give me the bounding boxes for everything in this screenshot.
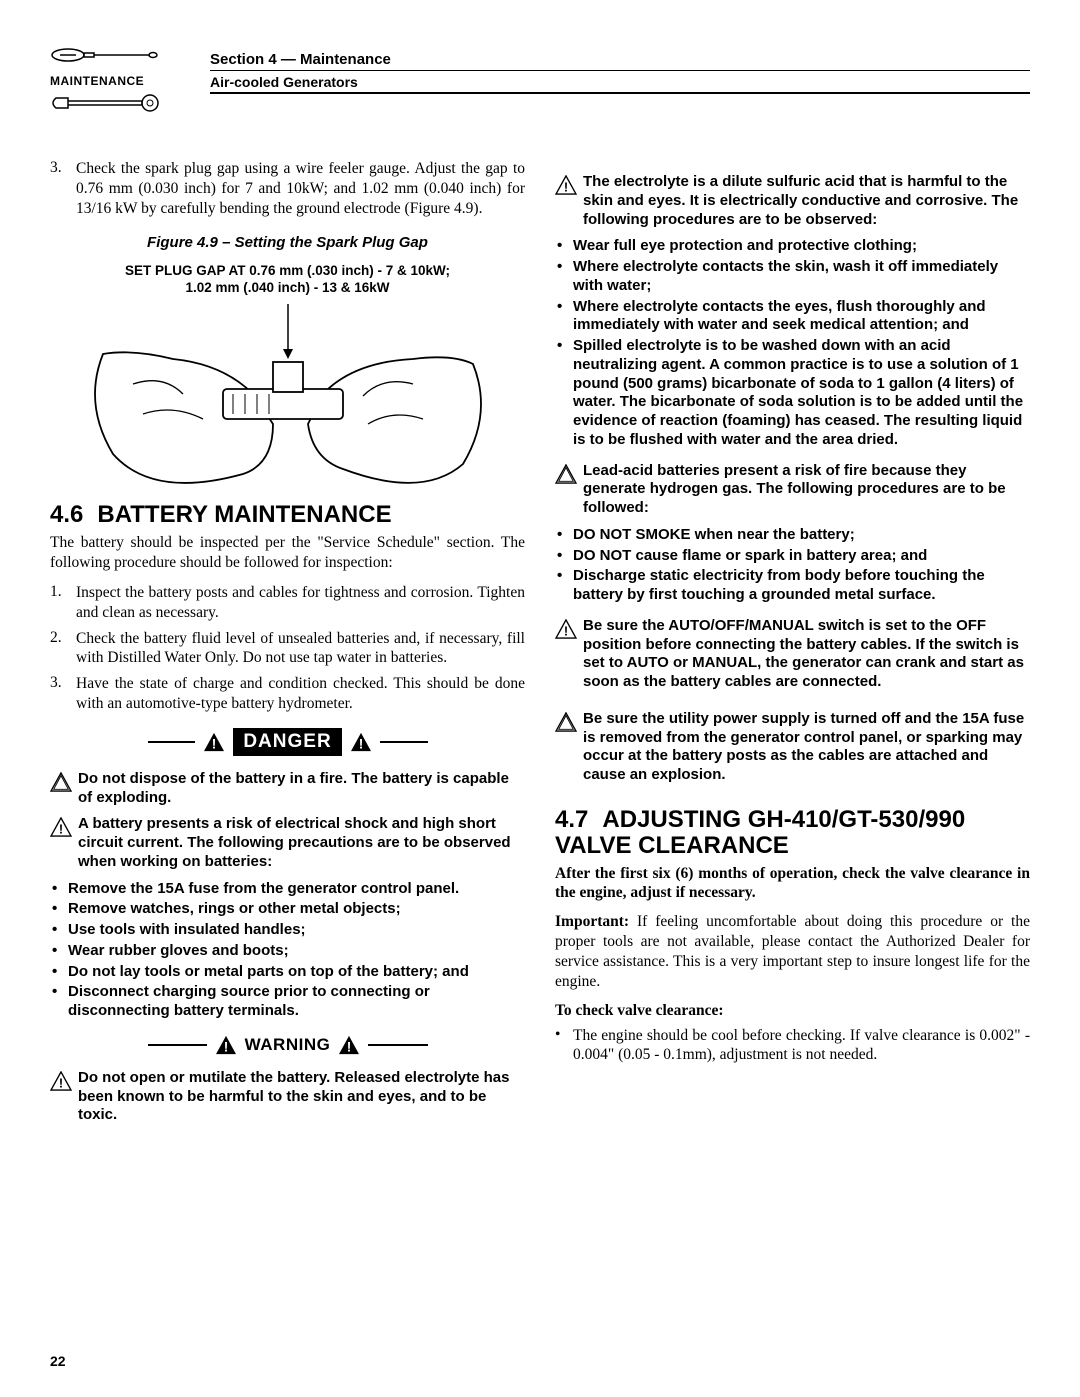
bullet-item: •Where electrolyte contacts the eyes, fl… [555, 298, 1030, 336]
section-title: ADJUSTING GH-410/GT-530/990 VALVE CLEARA… [555, 806, 965, 859]
gap-spec-line2: 1.02 mm (.040 inch) - 13 & 16kW [50, 280, 525, 297]
warning-label: WARNING [245, 1035, 331, 1055]
bullet-item: •Spilled electrolyte is to be washed dow… [555, 337, 1030, 450]
bullet-item: •DO NOT cause flame or spark in battery … [555, 547, 1030, 566]
important-label: Important: [555, 913, 629, 930]
warning-triangle-icon: ! [338, 1035, 360, 1055]
svg-text:!: ! [347, 1039, 352, 1054]
section-4-6-heading: 4.6 BATTERY MAINTENANCE [50, 501, 525, 529]
bullet-item: •Remove watches, rings or other metal ob… [50, 900, 525, 919]
danger-label: DANGER [233, 728, 341, 756]
svg-text:!: ! [564, 623, 568, 638]
bullet-item: •Wear rubber gloves and boots; [50, 942, 525, 961]
svg-text:!: ! [59, 822, 63, 837]
page-header: MAINTENANCE Section 4 — Maintenance Air-… [50, 45, 1030, 119]
list-number: 3. [50, 159, 76, 218]
section-intro: The battery should be inspected per the … [50, 533, 525, 573]
caution-icon: ! [50, 1071, 72, 1091]
figure-caption: Figure 4.9 – Setting the Spark Plug Gap [50, 234, 525, 251]
page-number: 22 [50, 1353, 66, 1369]
screwdriver-icon [50, 45, 160, 65]
spark-plug-gap-figure [73, 304, 503, 499]
svg-text:!: ! [59, 1075, 63, 1090]
bullet-item: •Disconnect charging source prior to con… [50, 983, 525, 1021]
plain-bullet: • The engine should be cool before check… [555, 1026, 1030, 1066]
svg-text:!: ! [223, 1039, 228, 1054]
caution-icon: ! [555, 175, 577, 195]
svg-text:!: ! [358, 736, 363, 751]
warning-banner: ! WARNING ! [148, 1035, 428, 1055]
right-column: ! The electrolyte is a dilute sulfuric a… [555, 159, 1030, 1133]
section-number: 4.6 [50, 501, 83, 528]
svg-text:!: ! [564, 179, 568, 194]
list-item: 1.Inspect the battery posts and cables f… [50, 583, 525, 623]
hazard-icon [50, 772, 72, 792]
danger-banner: ! DANGER ! [148, 728, 428, 756]
warning-item: ! Be sure the AUTO/OFF/MANUAL switch is … [555, 617, 1030, 692]
list-item: 3. Check the spark plug gap using a wire… [50, 159, 525, 218]
section-number: 4.7 [555, 806, 588, 833]
left-column: 3. Check the spark plug gap using a wire… [50, 159, 525, 1133]
subtitle: Air-cooled Generators [210, 74, 1030, 90]
after-first-six: After the first six (6) months of operat… [555, 864, 1030, 903]
bullet-item: •Discharge static electricity from body … [555, 567, 1030, 605]
warning-item: Lead-acid batteries present a risk of fi… [555, 462, 1030, 518]
list-text: Check the spark plug gap using a wire fe… [76, 159, 525, 218]
bullet-item: •DO NOT SMOKE when near the battery; [555, 526, 1030, 545]
bullet-item: •Remove the 15A fuse from the generator … [50, 880, 525, 899]
hazard-icon [555, 712, 577, 732]
check-valve-heading: To check valve clearance: [555, 1002, 1030, 1020]
list-item: 2.Check the battery fluid level of unsea… [50, 629, 525, 669]
warning-item: ! The electrolyte is a dilute sulfuric a… [555, 173, 1030, 229]
bullet-item: •Do not lay tools or metal parts on top … [50, 963, 525, 982]
section-label: Section 4 — Maintenance [210, 51, 1030, 68]
warning-triangle-icon: ! [203, 732, 225, 752]
maintenance-label: MAINTENANCE [50, 74, 210, 88]
hazard-icon [555, 464, 577, 484]
warning-triangle-icon: ! [215, 1035, 237, 1055]
danger-item: ! A battery presents a risk of electrica… [50, 815, 525, 871]
bullet-item: •Wear full eye protection and protective… [555, 237, 1030, 256]
svg-text:!: ! [212, 736, 217, 751]
wrench-icon [50, 92, 160, 114]
section-4-7-heading: 4.7ADJUSTING GH-410/GT-530/990 VALVE CLE… [555, 807, 1030, 860]
gap-spec-line1: SET PLUG GAP AT 0.76 mm (.030 inch) - 7 … [50, 263, 525, 280]
warning-triangle-icon: ! [350, 732, 372, 752]
header-titles: Section 4 — Maintenance Air-cooled Gener… [210, 51, 1030, 94]
caution-icon: ! [50, 817, 72, 837]
caution-icon: ! [555, 619, 577, 639]
warning-item: ! Do not open or mutilate the battery. R… [50, 1069, 525, 1125]
maintenance-icon-block: MAINTENANCE [50, 45, 210, 119]
section-title: BATTERY MAINTENANCE [97, 501, 391, 528]
important-paragraph: Important: If feeling uncomfortable abou… [555, 912, 1030, 991]
list-item: 3.Have the state of charge and condition… [50, 674, 525, 714]
danger-item: Do not dispose of the battery in a fire.… [50, 770, 525, 808]
bullet-item: •Use tools with insulated handles; [50, 921, 525, 940]
warning-item: Be sure the utility power supply is turn… [555, 710, 1030, 785]
figure-illustration [50, 301, 525, 501]
bullet-item: •Where electrolyte contacts the skin, wa… [555, 258, 1030, 296]
content-columns: 3. Check the spark plug gap using a wire… [50, 159, 1030, 1133]
